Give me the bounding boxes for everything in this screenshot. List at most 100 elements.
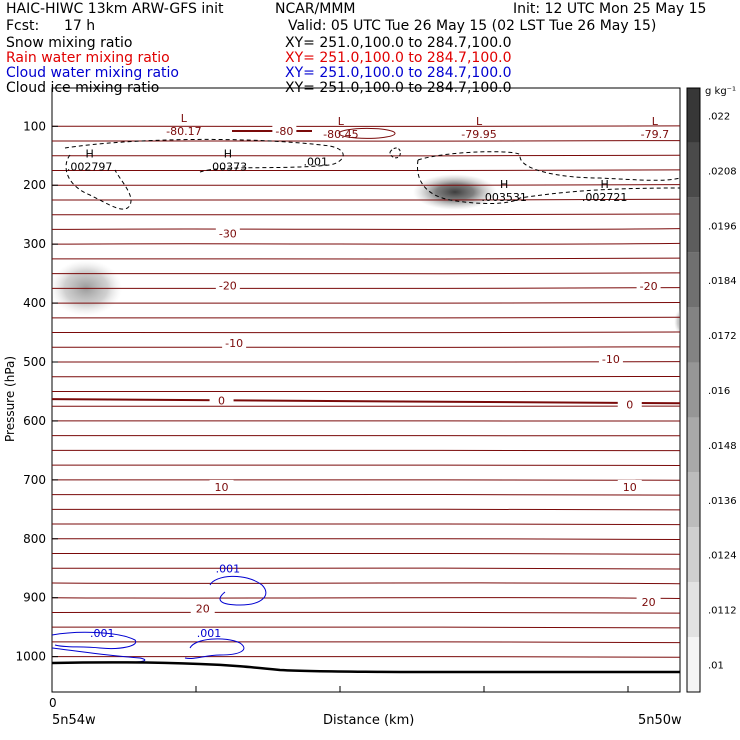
colorbar-segment [687,637,700,692]
field-xy-rain: XY= 251.0,100.0 to 284.7,100.0 [285,50,512,66]
isotherm-label-bg [617,397,642,410]
colorbar-segment [687,582,700,638]
isotherm-line [52,287,680,289]
isotherm-line [52,346,680,348]
isotherm-line [52,656,680,658]
isotherm-label-bg [215,278,240,291]
isotherm-label-bg [617,479,642,492]
colorbar-segment [687,88,700,143]
isotherm-line [52,228,680,231]
isotherm-label: 0 [218,394,225,407]
colorbar-segment [687,142,700,198]
extremum-mark: L [476,115,483,128]
cloud-water-contour-low-center [184,638,245,659]
y-tick-label: 500 [23,355,46,369]
cloud-water-label: .001 [216,562,241,575]
y-tick-label: 800 [23,532,46,546]
isotherm-label-bg [636,594,661,607]
extremum-value: -79.95 [461,128,496,141]
isotherm-label: 10 [215,481,229,494]
extremum-mark: H [86,148,94,161]
isotherm-line [52,184,680,186]
isotherm-label: 20 [642,596,656,609]
isotherm-line [52,213,680,216]
x-right-label: 5n50w [638,713,682,728]
x-left-label: 5n54w [52,713,96,728]
field-name-cloud-water: Cloud water mixing ratio [6,65,179,81]
cloud-water-label: .001 [197,627,222,640]
isotherm-line [52,552,680,555]
isotherm-label-bg [272,124,297,137]
extremum-value: -80.17 [166,125,201,138]
isotherm-label: -30 [219,228,237,241]
colorbar-label: .0148 [708,441,737,452]
isotherm-line [52,597,680,599]
y-tick-label: 200 [23,178,46,192]
isotherm-line [52,641,680,644]
isotherm-label-bg [598,352,623,365]
extremum-mark: H [600,178,608,191]
extremum-value: -80.45 [323,128,358,141]
extremum-value: -79.7 [641,128,669,141]
cloud-water-contour-mid [209,575,267,606]
extremum-value: .00373 [209,161,248,174]
colorbar-label: .01 [708,661,724,672]
colorbar-label: .0196 [708,221,737,232]
isotherm-label: 10 [623,481,637,494]
isotherm-line [52,257,680,260]
isotherm-line [52,154,680,157]
field-xy-cloud-water: XY= 251.0,100.0 to 284.7,100.0 [285,65,512,81]
field-name-snow: Snow mixing ratio [6,35,133,51]
colorbar-frame [686,87,701,693]
isotherm-line [52,242,680,245]
header-title-left: HAIC-HIWC 13km ARW-GFS init [6,1,224,17]
isotherm-line [52,494,680,496]
isotherm-closed-low [338,127,396,139]
isotherm-line [52,331,680,334]
isotherm-label-bg [215,226,240,239]
extremum-mark: L [181,112,188,125]
isotherm-line [52,582,680,585]
header-fcst-value: 17 h [64,18,96,34]
y-axis-label: Pressure (hPa) [3,356,17,442]
extremum-mark: H [224,148,232,161]
colorbar-label: .0172 [708,331,737,342]
isotherm-label: -80 [275,125,293,138]
isotherm-zero [52,398,680,405]
colorbar-label: .0124 [708,551,737,562]
isotherm-line [52,508,680,511]
colorbar-label: .0208 [708,166,737,177]
y-tick-label: 600 [23,414,46,428]
colorbar-label: .022 [708,111,730,122]
isotherm-label: -20 [640,280,658,293]
isotherm-label-bg [209,393,234,406]
isotherm-line [52,316,680,319]
isotherm-label: 20 [196,602,210,615]
isotherm-label: 0 [626,398,633,411]
isotherm-label-bg [190,601,215,614]
colorbar-segment [687,417,700,473]
y-axis: 100 200 300 400 500 600 700 800 900 1000 [15,119,58,664]
header-init: Init: 12 UTC Mon 25 May 15 [513,1,707,17]
snow-contour-label: .001 [304,156,329,169]
isotherm-line [52,272,680,275]
snow-contour-left [65,154,132,210]
header-fcst-label: Fcst: [6,18,40,34]
colorbar-segment [687,472,700,528]
colorbar-segment [687,527,700,583]
header-valid: Valid: 05 UTC Tue 26 May 15 (02 LST Tue … [288,18,657,34]
y-tick-label: 400 [23,296,46,310]
colorbar: .01 .0112 .0124 .0136 .0148 .016 .0172 .0184 .01… [686,87,737,693]
extremum-mark: H [500,178,508,191]
y-tick-label: 100 [23,119,46,133]
colorbar-segment [687,197,700,253]
isotherm-line [52,611,680,614]
extremum-mark: L [338,115,345,128]
isotherm-line [52,140,680,142]
colorbar-unit: g kg⁻¹ [705,86,736,97]
isotherm-line [52,538,680,540]
colorbar-label: .0136 [708,496,737,507]
isotherm-label: -20 [219,279,237,292]
isotherm-line [52,198,680,201]
